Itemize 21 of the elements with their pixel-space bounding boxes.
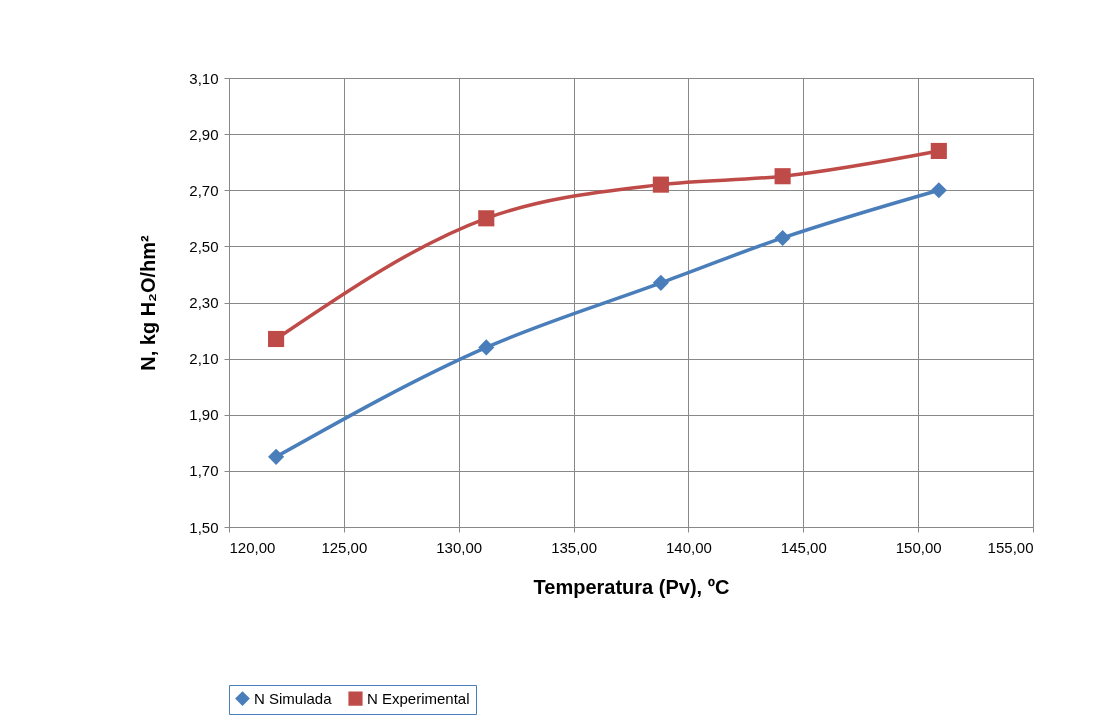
y-tick-label: 2,50	[189, 237, 219, 255]
y-tick-label: 2,90	[189, 125, 219, 143]
y-tick-label: 2,10	[189, 350, 219, 368]
y-tick-label: 3,10	[189, 69, 219, 87]
legend-label: N Simulada	[254, 689, 333, 707]
y-tick-label: 1,50	[189, 518, 219, 536]
x-tick-label: 140,00	[665, 538, 712, 556]
x-tick-label: 135,00	[551, 538, 598, 556]
x-tick-label: 155,00	[987, 538, 1034, 556]
y-axis-title: N, kg H₂O/hm²	[137, 234, 160, 371]
y-tick-label: 2,30	[189, 294, 219, 311]
y-tick-label: 1,90	[189, 406, 219, 424]
x-tick-label: 125,00	[321, 538, 368, 556]
x-tick-label: 150,00	[895, 538, 942, 556]
x-tick-label: 145,00	[780, 538, 827, 556]
x-axis-title: Temperatura (Pv), ºC	[533, 575, 730, 598]
legend-label: N Experimental	[367, 689, 470, 707]
x-tick-label: 130,00	[436, 538, 483, 556]
y-tick-label: 1,70	[189, 462, 219, 480]
x-tick-label: 120,00	[229, 538, 276, 556]
y-tick-label: 2,70	[189, 181, 219, 199]
